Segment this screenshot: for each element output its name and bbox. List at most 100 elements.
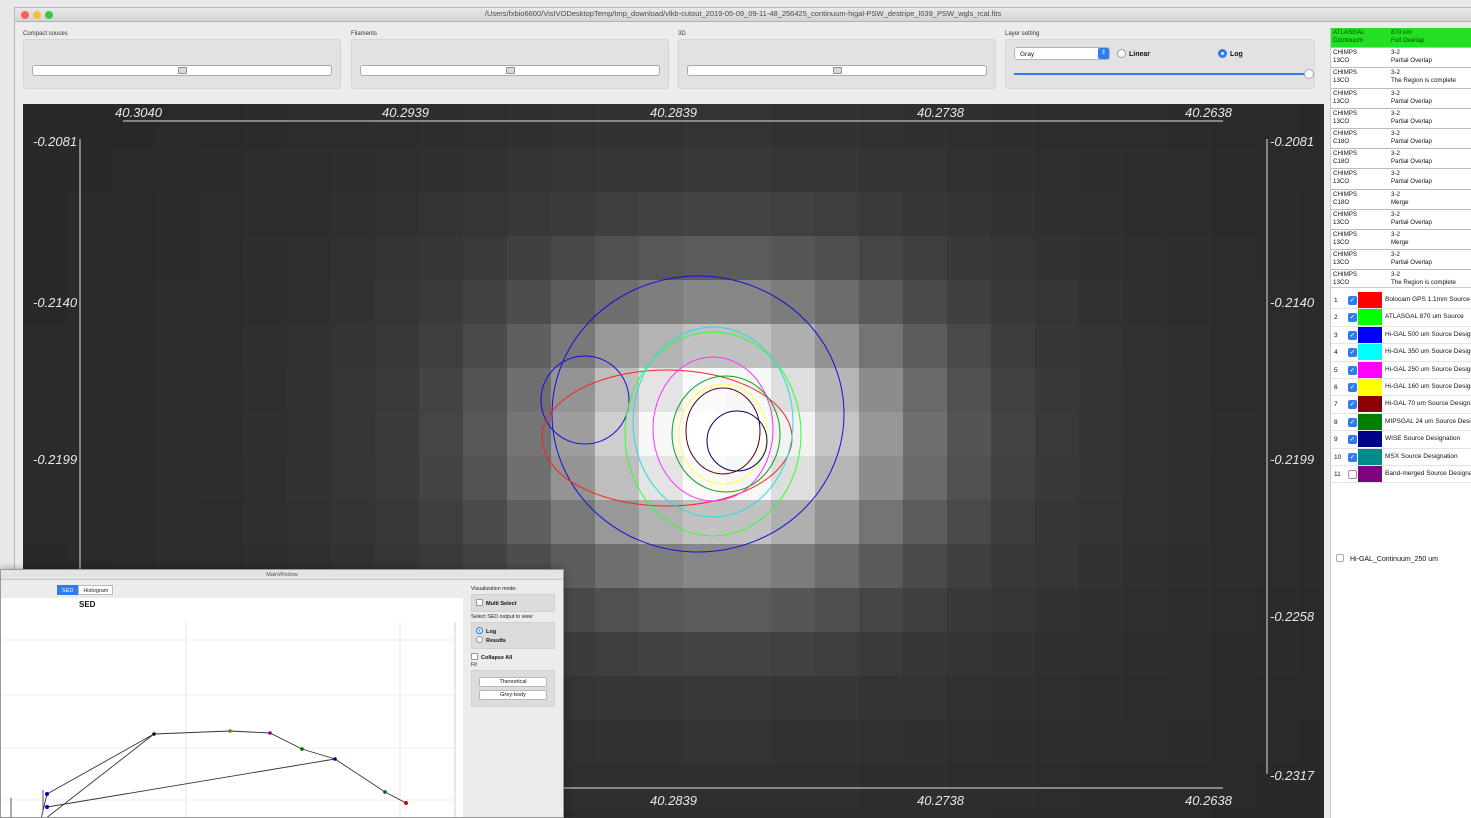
image-pixel — [859, 456, 904, 501]
catalog-row[interactable]: CHIMPS 13CO 3-2 The Region is complete — [1331, 270, 1471, 288]
image-pixel — [463, 192, 508, 237]
filaments-slider[interactable] — [360, 65, 660, 76]
catalog-row[interactable]: CHIMPS 13CO 3-2 Partial Overlap — [1331, 89, 1471, 109]
catalog-row[interactable]: CHIMPS 13CO 3-2 Partial Overlap — [1331, 109, 1471, 129]
layer-row[interactable]: 8 ✓ MIPSGAL 24 um Source Designation — [1331, 414, 1471, 431]
catalog-row[interactable]: ATLASGAL Continuum 870 um Full Overlap — [1331, 28, 1471, 48]
sed-point[interactable] — [404, 801, 408, 805]
catalog-overlap: Partial Overlap — [1391, 57, 1432, 64]
image-pixel — [903, 412, 948, 457]
layer-checkbox[interactable]: ✓ — [1348, 348, 1357, 357]
multi-select-checkbox[interactable]: Multi Select — [476, 599, 550, 607]
sed-point[interactable] — [45, 792, 49, 796]
image-pixel — [1123, 808, 1168, 818]
layer-index: 3 — [1334, 332, 1344, 339]
colormap-select[interactable]: Gray ⇕ — [1014, 47, 1110, 60]
tab-sed[interactable]: SED — [57, 585, 78, 595]
layer-row[interactable]: 6 ✓ Hi-GAL 160 um Source Designation — [1331, 379, 1471, 396]
image-pixel — [23, 324, 68, 369]
image-pixel — [375, 412, 420, 457]
tab-histogram[interactable]: Histogram — [78, 585, 113, 595]
layer-color-swatch[interactable] — [1358, 309, 1382, 325]
catalog-overlap: Partial Overlap — [1391, 98, 1432, 105]
slider-thumb[interactable] — [178, 67, 187, 74]
image-pixel — [1123, 280, 1168, 325]
image-pixel — [199, 500, 244, 545]
image-pixel — [947, 808, 992, 818]
sed-point[interactable] — [45, 805, 49, 809]
layer-row[interactable]: 5 ✓ Hi-GAL 250 um Source Designation — [1331, 362, 1471, 379]
layer-opacity-slider[interactable] — [1014, 73, 1310, 75]
layer-color-swatch[interactable] — [1358, 344, 1382, 360]
3d-slider[interactable] — [687, 65, 987, 76]
collapse-all-checkbox[interactable]: Collapse All — [471, 653, 555, 661]
image-pixel — [859, 500, 904, 545]
layer-row[interactable]: 2 ✓ ATLASGAL 870 um Source — [1331, 309, 1471, 326]
catalog-row[interactable]: CHIMPS C18O 3-2 Partial Overlap — [1331, 149, 1471, 169]
image-pixel — [1035, 368, 1080, 413]
catalog-row[interactable]: CHIMPS C18O 3-2 Merge — [1331, 190, 1471, 210]
catalog-survey: CHIMPS — [1333, 150, 1357, 157]
image-pixel — [1035, 500, 1080, 545]
layer-row[interactable]: 4 ✓ Hi-GAL 350 um Source Designation — [1331, 344, 1471, 361]
sed-point[interactable] — [268, 731, 272, 735]
layer-color-swatch[interactable] — [1358, 466, 1382, 482]
compact-sources-slider[interactable] — [32, 65, 332, 76]
layer-checkbox[interactable]: ✓ — [1348, 296, 1357, 305]
layer-row[interactable]: 3 ✓ Hi-GAL 500 um Source Designation — [1331, 327, 1471, 344]
greybody-button[interactable]: Grey-body — [479, 690, 547, 700]
log-radio[interactable]: Log — [1218, 49, 1243, 58]
layer-color-swatch[interactable] — [1358, 362, 1382, 378]
sed-plot[interactable]: SED — [1, 598, 463, 818]
layer-row[interactable]: 9 ✓ WISE Source Designation — [1331, 431, 1471, 448]
catalog-row[interactable]: CHIMPS 13CO 3-2 Merge — [1331, 230, 1471, 250]
sed-point[interactable] — [228, 729, 232, 733]
layer-checkbox[interactable]: ✓ — [1348, 366, 1357, 375]
log-radio-sed[interactable]: Log — [476, 627, 550, 635]
layer-color-swatch[interactable] — [1358, 396, 1382, 412]
layer-row[interactable]: 11 Band-merged Source Designation — [1331, 466, 1471, 483]
layer-row[interactable]: 10 ✓ MSX Source Designation — [1331, 449, 1471, 466]
sed-point[interactable] — [333, 757, 337, 761]
sed-plot-canvas[interactable] — [1, 598, 463, 818]
slider-thumb[interactable] — [833, 67, 842, 74]
linear-radio[interactable]: Linear — [1117, 49, 1150, 58]
layer-checkbox[interactable]: ✓ — [1348, 418, 1357, 427]
layer-color-swatch[interactable] — [1358, 292, 1382, 308]
image-checkbox[interactable] — [1336, 554, 1344, 562]
layer-checkbox[interactable] — [1348, 470, 1357, 479]
layer-color-swatch[interactable] — [1358, 449, 1382, 465]
image-pixel — [1299, 368, 1324, 413]
catalog-row[interactable]: CHIMPS 13CO 3-2 Partial Overlap — [1331, 169, 1471, 189]
catalog-row[interactable]: CHIMPS C18O 3-2 Partial Overlap — [1331, 129, 1471, 149]
sed-point[interactable] — [383, 790, 387, 794]
catalog-row[interactable]: CHIMPS 13CO 3-2 Partial Overlap — [1331, 250, 1471, 270]
sed-point[interactable] — [300, 747, 304, 751]
catalog-row[interactable]: CHIMPS 13CO 3-2 Partial Overlap — [1331, 48, 1471, 68]
sed-point[interactable] — [152, 732, 156, 736]
layer-color-swatch[interactable] — [1358, 431, 1382, 447]
catalog-row[interactable]: CHIMPS 13CO 3-2 The Region is complete — [1331, 68, 1471, 88]
layer-checkbox[interactable]: ✓ — [1348, 313, 1357, 322]
theoretical-button[interactable]: Theoretical — [479, 677, 547, 687]
layer-color-swatch[interactable] — [1358, 414, 1382, 430]
layer-index: 8 — [1334, 419, 1344, 426]
layer-checkbox[interactable]: ✓ — [1348, 331, 1357, 340]
results-radio[interactable]: Results — [476, 636, 550, 644]
layer-row[interactable]: 7 ✓ Hi-GAL 70 um Source Designation — [1331, 396, 1471, 413]
layer-checkbox[interactable]: ✓ — [1348, 435, 1357, 444]
slider-thumb[interactable] — [506, 67, 515, 74]
layer-checkbox[interactable]: ✓ — [1348, 453, 1357, 462]
layer-color-swatch[interactable] — [1358, 379, 1382, 395]
image-list-item[interactable]: Hi-GAL_Continuum_250 um — [1331, 554, 1471, 563]
image-pixel — [1299, 808, 1324, 818]
catalog-table[interactable]: ATLASGAL Continuum 870 um Full Overlap CHIMP… — [1331, 28, 1471, 288]
layer-checkbox[interactable]: ✓ — [1348, 400, 1357, 409]
layer-row[interactable]: 1 ✓ Bolocam GPS 1.1mm Source — [1331, 292, 1471, 309]
image-pixel — [947, 368, 992, 413]
layer-color-swatch[interactable] — [1358, 327, 1382, 343]
layer-checkbox[interactable]: ✓ — [1348, 383, 1357, 392]
image-pixel — [683, 632, 728, 677]
slider-knob[interactable] — [1304, 69, 1314, 79]
catalog-row[interactable]: CHIMPS 13CO 3-2 Partial Overlap — [1331, 210, 1471, 230]
